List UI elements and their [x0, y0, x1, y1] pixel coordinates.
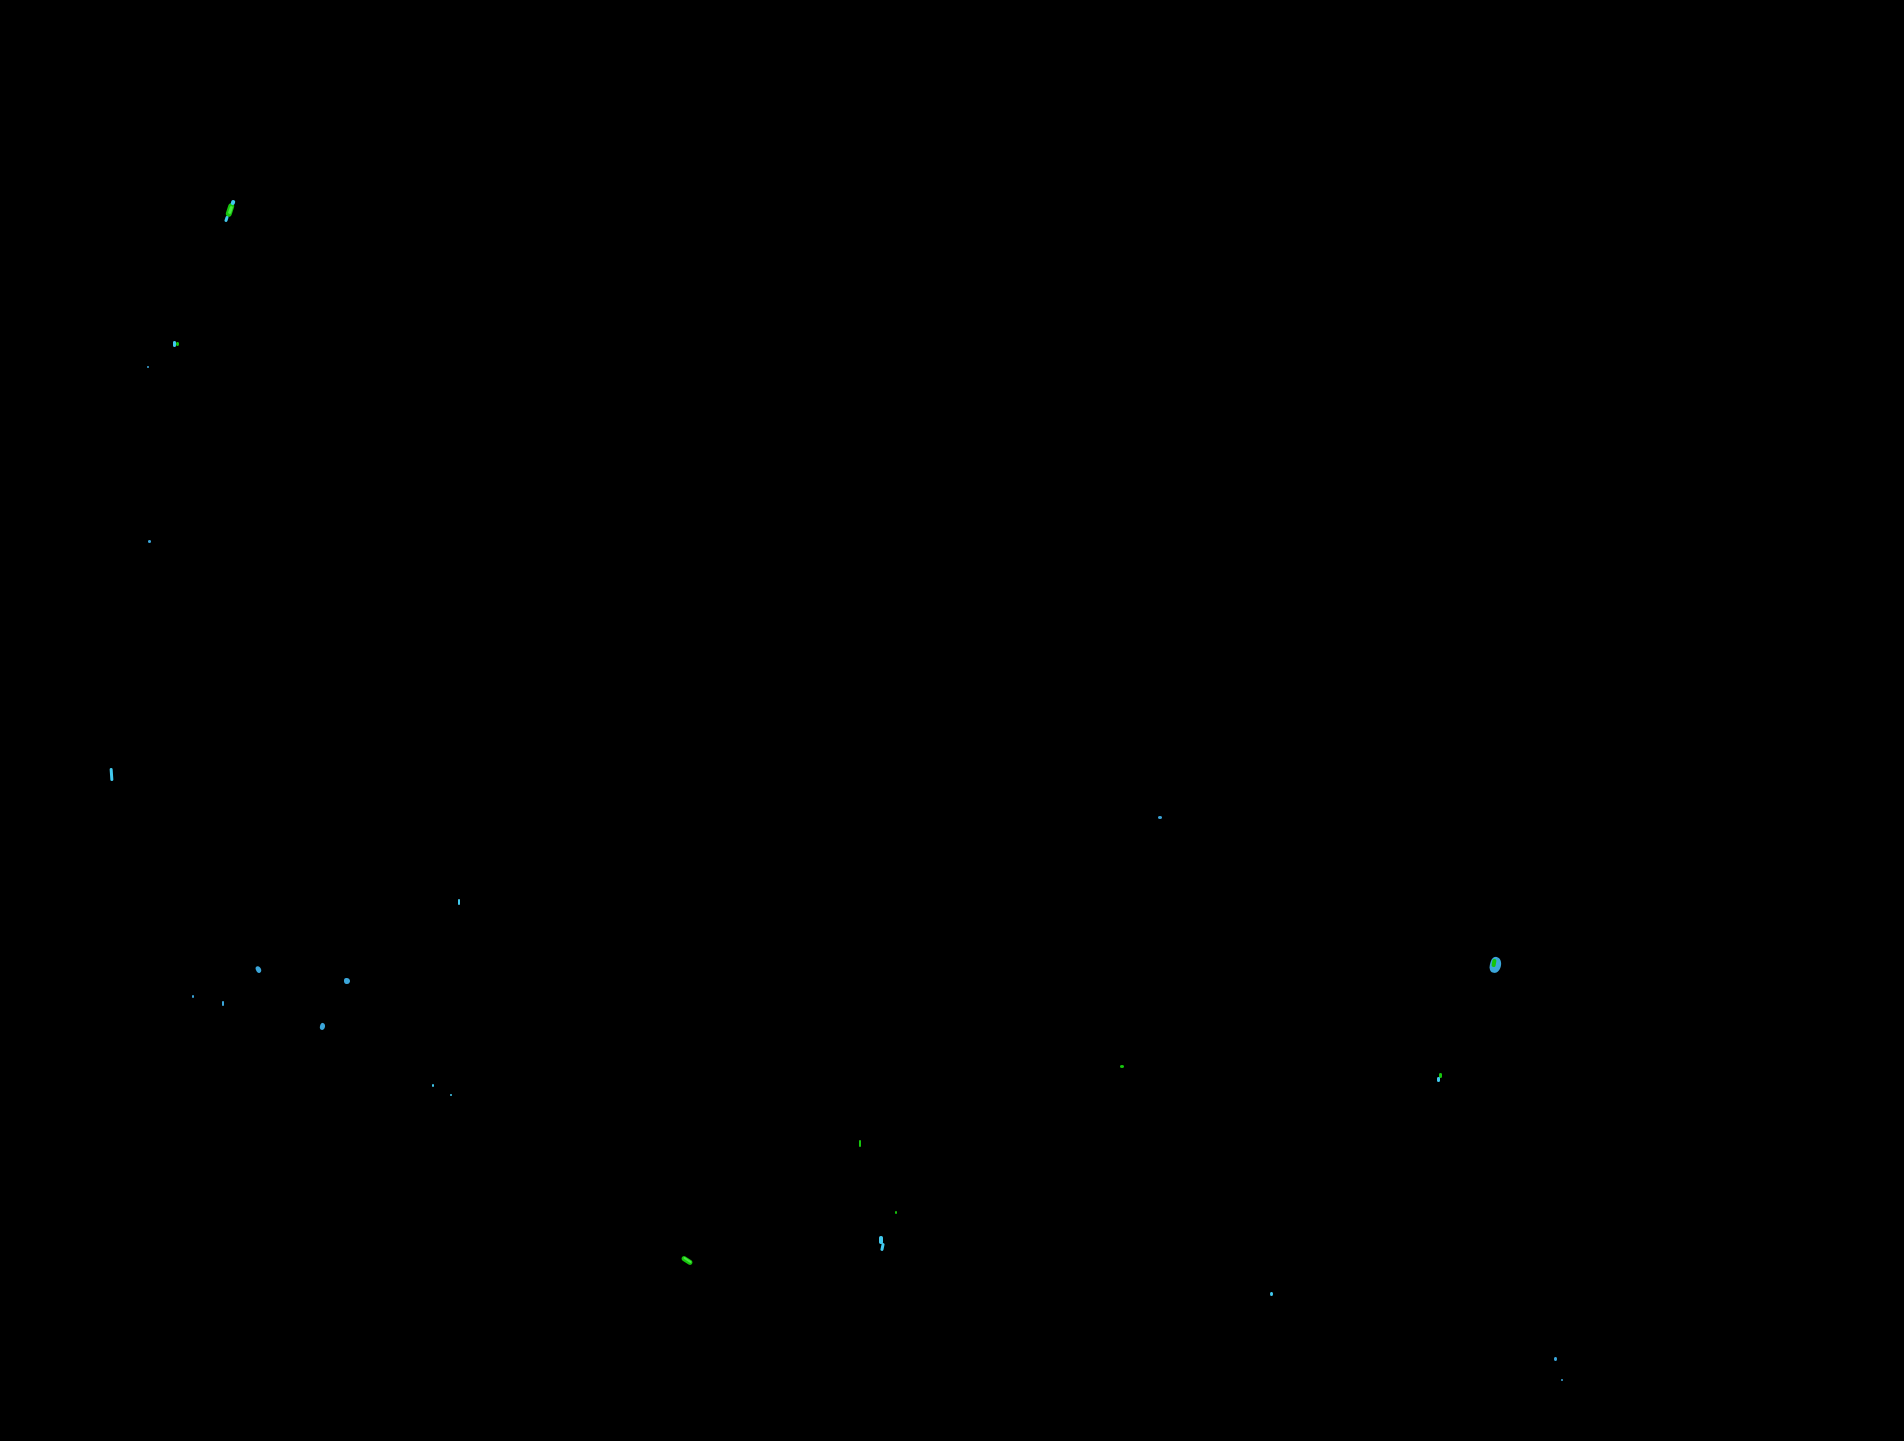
radar-echo: [1491, 958, 1497, 968]
radar-echo: [450, 1094, 452, 1096]
radar-echo: [344, 978, 350, 984]
radar-echo: [458, 899, 460, 905]
radar-echo: [1488, 955, 1503, 975]
radar-echo: [192, 995, 194, 998]
radar-echo: [680, 1255, 694, 1266]
radar-echo: [1554, 1357, 1557, 1361]
radar-echo: [224, 202, 236, 218]
radar-echo: [147, 366, 149, 368]
radar-echo: [1270, 1292, 1273, 1296]
radar-echo: [109, 767, 114, 782]
radar-echo: [1158, 816, 1162, 819]
radar-echo: [230, 199, 236, 206]
radar-echo: [254, 965, 263, 974]
radar-echo: [1439, 1073, 1442, 1078]
radar-echo: [880, 1242, 885, 1252]
radar-echo: [1120, 1065, 1124, 1068]
radar-echo: [895, 1211, 897, 1214]
radar-echo: [222, 1001, 224, 1006]
radar-echo: [173, 341, 176, 347]
radar-echo: [879, 1236, 883, 1244]
radar-echo: [859, 1140, 861, 1147]
radar-echo: [1437, 1077, 1440, 1082]
radar-echo: [1561, 1379, 1563, 1381]
radar-echo: [432, 1084, 434, 1087]
radar-echo: [148, 540, 151, 543]
radar-echo: [683, 1256, 692, 1264]
radar-echo: [224, 215, 229, 223]
radar-echo: [176, 342, 179, 346]
radar-echo: [319, 1022, 326, 1031]
radar-echo: [227, 205, 234, 215]
